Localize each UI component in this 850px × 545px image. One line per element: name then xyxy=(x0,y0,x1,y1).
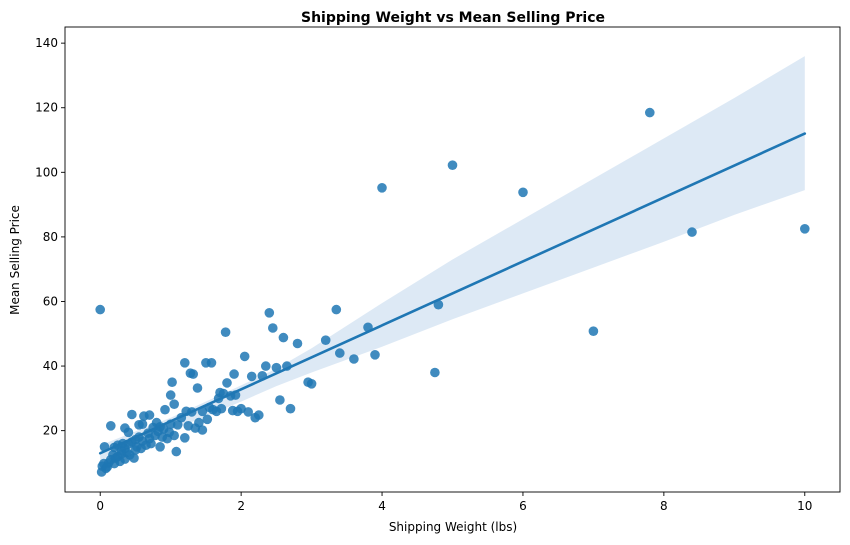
data-point xyxy=(188,369,198,379)
data-point xyxy=(253,410,264,420)
confidence-band xyxy=(100,56,805,462)
x-tick-label: 10 xyxy=(797,499,812,513)
x-axis-ticks: 0 2 4 6 8 10 xyxy=(96,492,812,513)
data-point xyxy=(202,414,213,425)
y-axis-ticks: 20 40 60 80 100 120 140 xyxy=(35,36,65,438)
data-point xyxy=(144,410,155,420)
data-point xyxy=(106,421,116,431)
x-tick-label: 8 xyxy=(660,499,668,513)
data-point xyxy=(588,326,599,337)
data-point xyxy=(171,446,182,457)
plot-area xyxy=(95,56,810,477)
y-tick-label: 120 xyxy=(35,101,58,115)
data-point xyxy=(167,377,177,388)
data-point xyxy=(197,425,208,435)
data-point xyxy=(222,378,232,388)
data-point xyxy=(306,379,317,389)
data-point xyxy=(129,453,139,463)
data-point xyxy=(800,224,810,234)
y-tick-label: 100 xyxy=(35,165,58,179)
data-point xyxy=(518,187,528,198)
data-point xyxy=(261,361,271,371)
x-tick-label: 0 xyxy=(96,499,104,513)
data-point xyxy=(146,438,156,449)
y-tick-label: 20 xyxy=(43,424,58,438)
y-axis-label: Mean Selling Price xyxy=(8,205,22,315)
data-point xyxy=(220,327,231,338)
data-point xyxy=(377,183,387,193)
data-point xyxy=(430,367,440,378)
data-point xyxy=(123,427,134,438)
points-layer xyxy=(95,107,810,477)
data-point xyxy=(216,403,227,414)
data-point xyxy=(349,354,359,364)
data-point xyxy=(278,332,289,343)
data-point xyxy=(172,420,183,430)
data-point xyxy=(285,403,296,414)
data-point xyxy=(447,160,458,170)
data-point xyxy=(127,409,137,420)
data-point xyxy=(687,227,697,237)
data-point xyxy=(239,351,250,362)
data-point xyxy=(160,404,170,415)
data-point xyxy=(264,308,275,318)
data-point xyxy=(645,107,655,118)
data-point xyxy=(370,350,380,360)
y-tick-label: 40 xyxy=(43,359,58,373)
data-point xyxy=(206,358,217,368)
data-point xyxy=(180,358,190,368)
regression-line xyxy=(98,132,807,455)
data-point xyxy=(165,390,176,400)
data-point xyxy=(169,430,179,441)
y-tick-label: 60 xyxy=(43,294,58,308)
data-point xyxy=(320,335,331,346)
data-point xyxy=(169,399,179,410)
data-point xyxy=(331,304,342,315)
chart-title: Shipping Weight vs Mean Selling Price xyxy=(301,10,605,26)
y-tick-label: 80 xyxy=(43,230,58,244)
data-point xyxy=(268,323,278,333)
data-point xyxy=(192,383,203,393)
data-point xyxy=(95,304,105,315)
y-tick-label: 140 xyxy=(35,36,58,50)
data-point xyxy=(180,433,190,443)
data-point xyxy=(335,348,345,358)
data-point xyxy=(246,371,257,382)
plot-frame xyxy=(64,26,841,493)
x-axis-label: Shipping Weight (lbs) xyxy=(389,520,517,534)
data-point xyxy=(292,338,303,349)
x-tick-label: 4 xyxy=(378,499,386,513)
data-point xyxy=(194,417,204,428)
data-point xyxy=(243,407,253,417)
x-tick-label: 6 xyxy=(519,499,527,513)
confidence-band-layer xyxy=(100,56,805,462)
x-tick-label: 2 xyxy=(237,499,245,513)
data-point xyxy=(229,369,239,379)
data-point xyxy=(137,419,148,430)
data-point xyxy=(275,395,285,405)
data-point xyxy=(271,362,282,373)
data-point xyxy=(155,442,165,452)
regression-line-layer xyxy=(98,132,807,455)
